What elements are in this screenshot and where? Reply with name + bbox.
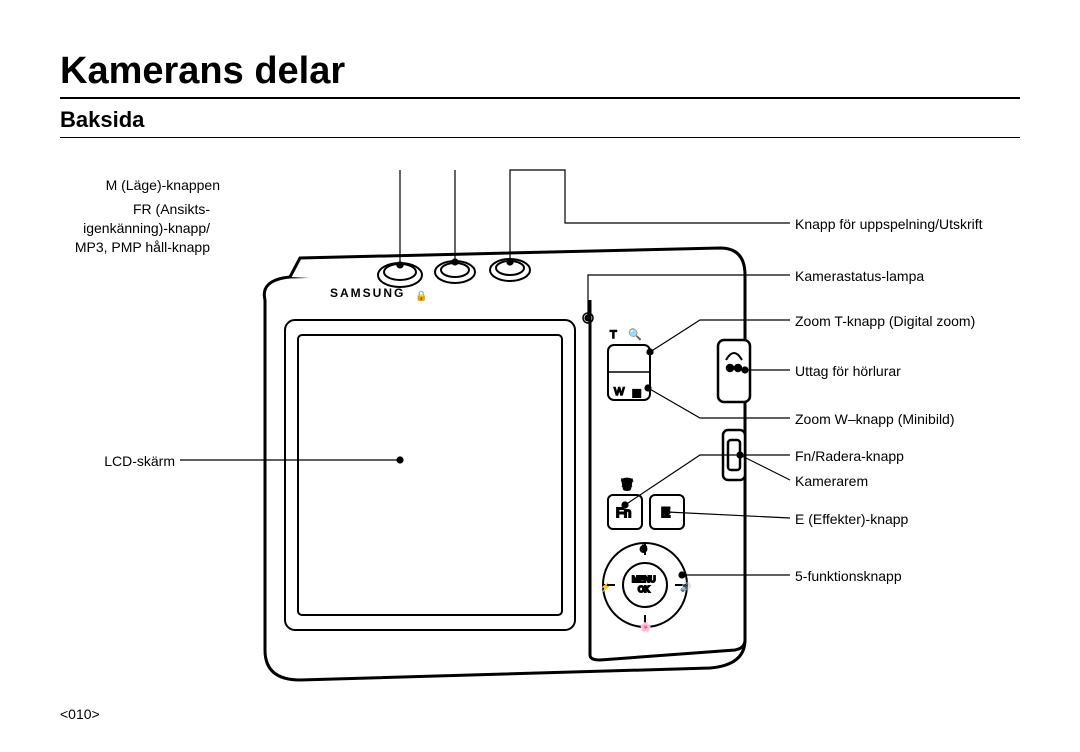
svg-text:Fn: Fn [616, 505, 631, 520]
svg-text:⚡: ⚡ [600, 581, 611, 593]
section-title: Baksida [60, 107, 1020, 138]
label-fr-line3: MP3, PMP håll-knapp [55, 238, 210, 258]
label-five-func: 5-funktionsknapp [795, 567, 902, 587]
label-headphone: Uttag för hörlurar [795, 362, 901, 382]
svg-text:MENU: MENU [632, 575, 656, 584]
label-lcd: LCD-skärm [60, 452, 175, 472]
label-fr-line2: igenkänning)-knapp/ [55, 219, 210, 239]
svg-text:▦: ▦ [632, 388, 641, 399]
label-fn-delete: Fn/Radera-knapp [795, 447, 904, 467]
label-strap: Kamerarem [795, 472, 868, 492]
svg-text:🗑: 🗑 [620, 478, 634, 491]
page: Kamerans delar Baksida [0, 0, 1080, 752]
svg-text:T: T [610, 329, 617, 341]
label-fr-line1: FR (Ansikts- [55, 200, 210, 220]
svg-text:🔒: 🔒 [415, 290, 427, 302]
svg-text:🔊: 🔊 [680, 581, 691, 593]
svg-text:🔍: 🔍 [628, 327, 642, 341]
svg-text:SAMSUNG: SAMSUNG [330, 286, 405, 300]
label-status-lamp: Kamerastatus-lampa [795, 267, 924, 287]
page-title: Kamerans delar [60, 50, 1020, 99]
label-zoom-w: Zoom W–knapp (Minibild) [795, 410, 955, 430]
svg-text:E: E [661, 504, 670, 520]
svg-text:⏱: ⏱ [640, 544, 647, 554]
svg-text:W: W [614, 386, 625, 398]
label-m-button: M (Läge)-knappen [60, 176, 220, 196]
label-zoom-t: Zoom T-knapp (Digital zoom) [795, 312, 975, 332]
svg-text:🌸: 🌸 [640, 621, 651, 632]
label-e-effects: E (Effekter)-knapp [795, 510, 908, 530]
svg-text:OK: OK [638, 585, 650, 594]
label-playback: Knapp för uppspelning/Utskrift [795, 215, 983, 235]
page-number: <010> [60, 706, 100, 722]
